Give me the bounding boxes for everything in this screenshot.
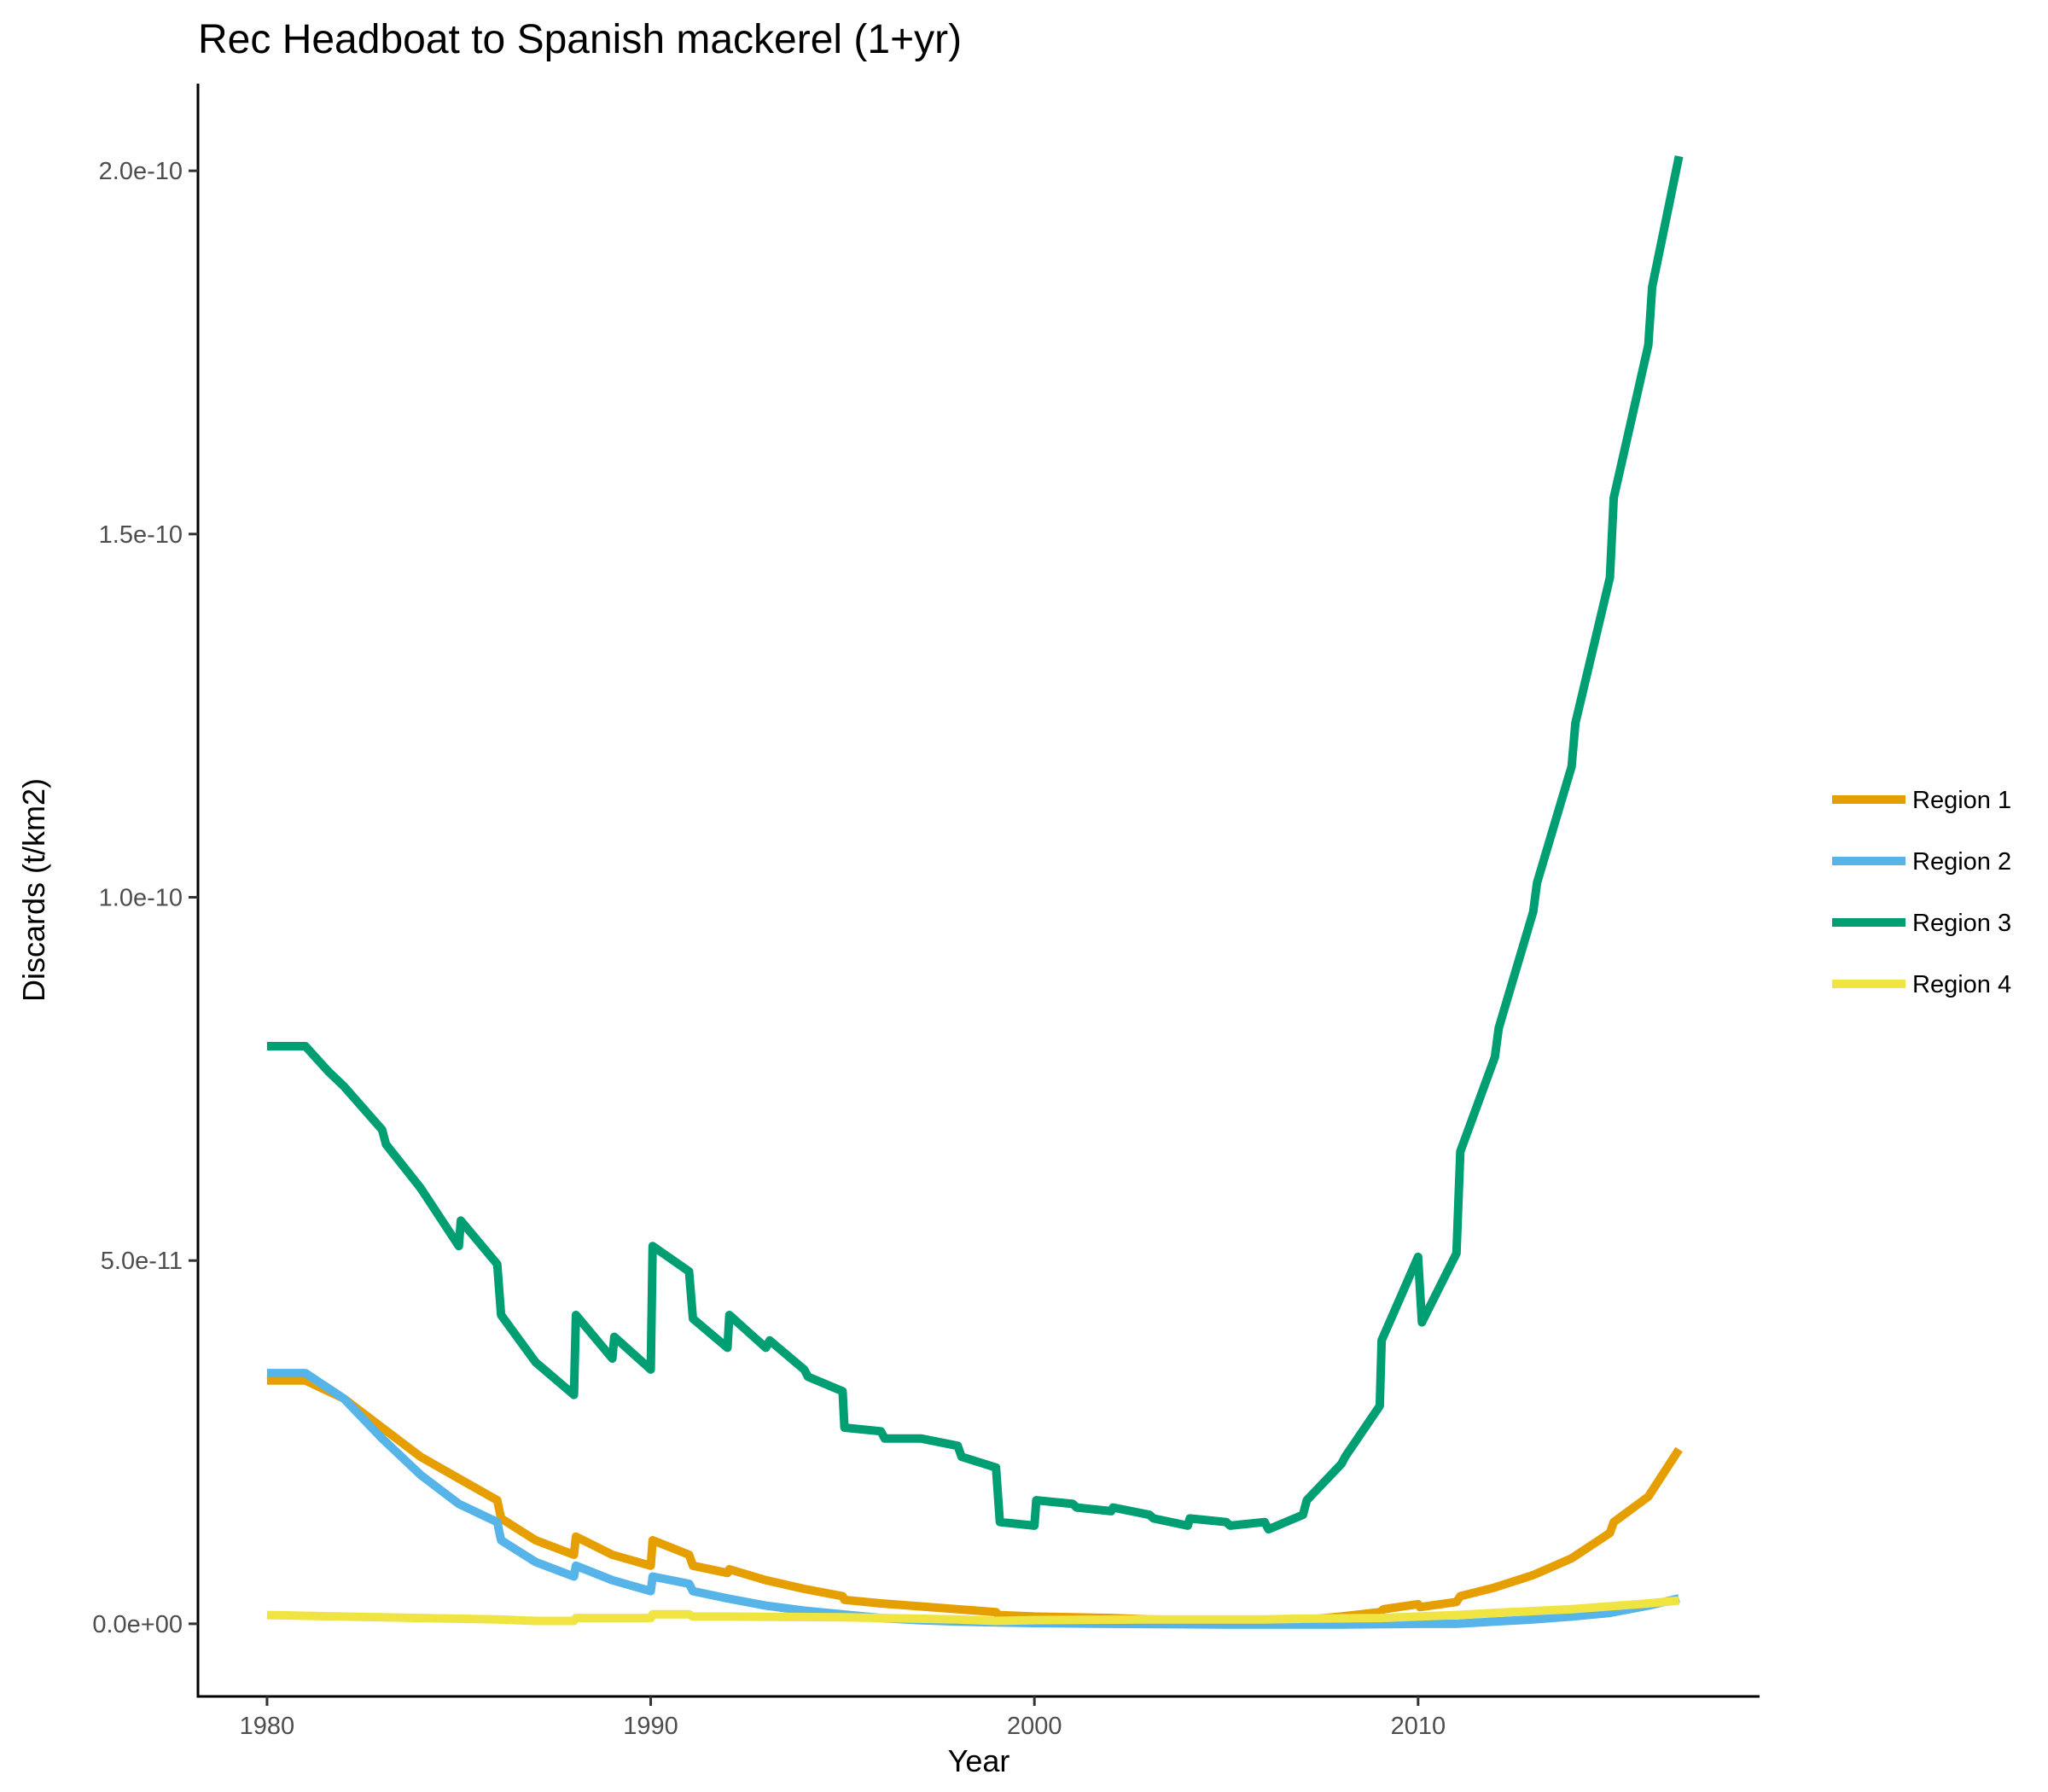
legend-label: Region 3	[1912, 910, 2011, 937]
series-line-region-3	[266, 155, 1684, 1534]
legend-label: Region 2	[1912, 848, 2011, 876]
y-tick-label: 1.5e-10	[99, 521, 183, 549]
series-line-region-2	[266, 1369, 1680, 1629]
y-tick-label: 1.0e-10	[99, 885, 183, 912]
plot-area	[266, 155, 1684, 1629]
legend-item-region-4: Region 4	[1832, 971, 2011, 998]
x-tick-label: 2010	[1391, 1713, 1446, 1740]
x-axis-title: Year	[948, 1743, 1010, 1778]
x-tick-label: 1980	[240, 1713, 295, 1740]
x-tick-label: 2000	[1007, 1713, 1062, 1740]
y-tick-label: 0.0e+00	[92, 1611, 183, 1638]
y-tick-label: 2.0e-10	[99, 158, 183, 185]
y-tick-label: 5.0e-11	[101, 1248, 183, 1275]
legend-item-region-3: Region 3	[1832, 910, 2011, 937]
legend-label: Region 1	[1912, 787, 2011, 814]
legend-label: Region 4	[1912, 971, 2011, 998]
series-line-region-1	[266, 1376, 1683, 1626]
y-axis-ticks: 0.0e+00 5.0e-11 1.0e-10 1.5e-10 2.0e-10	[92, 158, 198, 1638]
legend-item-region-1: Region 1	[1832, 787, 2011, 814]
series-line-region-4	[266, 1596, 1680, 1626]
chart-title: Rec Headboat to Spanish mackerel (1+yr)	[198, 17, 962, 62]
legend: Region 1 Region 2 Region 3 Region 4	[1832, 787, 2011, 998]
x-tick-label: 1990	[623, 1713, 678, 1740]
legend-item-region-2: Region 2	[1832, 848, 2011, 876]
x-axis-ticks: 1980 1990 2000 2010	[240, 1696, 1446, 1740]
y-axis-title: Discards (t/km2)	[16, 778, 51, 1002]
